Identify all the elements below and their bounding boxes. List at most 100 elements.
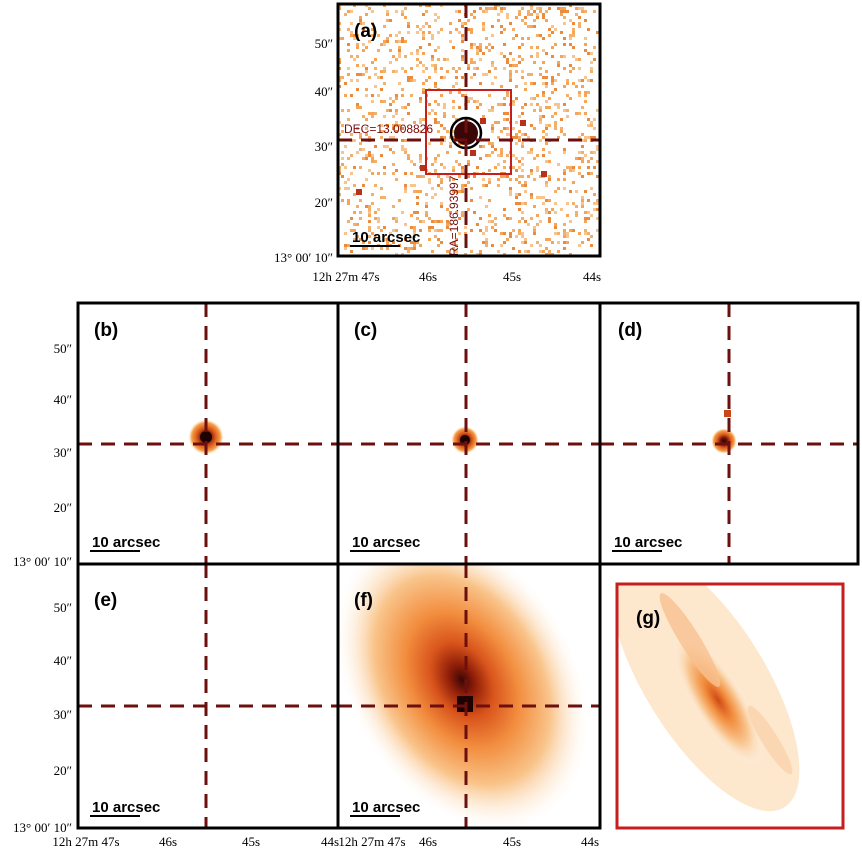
panel-f: (f) 10 arcsec (338, 564, 600, 828)
noise-pixel (428, 181, 431, 184)
noise-pixel (467, 67, 470, 70)
noise-pixel (461, 34, 464, 37)
noise-pixel (503, 166, 506, 169)
noise-pixel (548, 238, 551, 241)
noise-pixel (380, 130, 383, 133)
noise-pixel (515, 85, 518, 88)
noise-pixel (434, 82, 437, 85)
noise-pixel (518, 181, 521, 184)
noise-pixel (437, 184, 440, 187)
noise-pixel (461, 25, 464, 28)
noise-pixel (563, 7, 566, 10)
noise-pixel (512, 154, 515, 157)
noise-pixel (404, 184, 407, 187)
noise-pixel (584, 112, 587, 115)
noise-pixel (530, 172, 533, 175)
noise-pixel (518, 61, 521, 64)
noise-pixel (590, 70, 593, 73)
noise-pixel (554, 232, 557, 235)
noise-pixel (554, 121, 557, 124)
noise-pixel (590, 151, 593, 154)
noise-pixel (398, 199, 401, 202)
noise-pixel (398, 124, 401, 127)
noise-pixel (560, 10, 563, 13)
noise-pixel (440, 136, 443, 139)
noise-pixel (584, 76, 587, 79)
noise-pixel (554, 124, 557, 127)
noise-pixel (509, 70, 512, 73)
noise-pixel (482, 145, 485, 148)
noise-pixel (392, 100, 395, 103)
noise-pixel (407, 157, 410, 160)
noise-pixel (587, 166, 590, 169)
panel-a-xtick-44: 44s (583, 269, 601, 284)
noise-pixel (431, 187, 434, 190)
noise-pixel (512, 37, 515, 40)
noise-pixel (557, 106, 560, 109)
noise-pixel (446, 223, 449, 226)
noise-pixel (524, 181, 527, 184)
noise-pixel (455, 244, 458, 247)
noise-pixel (479, 157, 482, 160)
noise-pixel (440, 181, 443, 184)
noise-pixel (515, 97, 518, 100)
noise-pixel (368, 226, 371, 229)
noise-pixel (461, 55, 464, 58)
noise-pixel (473, 16, 476, 19)
noise-pixel (359, 16, 362, 19)
noise-pixel (596, 109, 599, 112)
noise-pixel (497, 136, 500, 139)
noise-pixel (380, 88, 383, 91)
noise-pixel (512, 64, 515, 67)
noise-pixel (353, 34, 356, 37)
noise-pixel (563, 109, 566, 112)
noise-pixel (428, 31, 431, 34)
panel-a-xtick-47: 12h 27m 47s (312, 269, 379, 284)
noise-pixel (362, 241, 365, 244)
noise-pixel (410, 247, 413, 250)
noise-pixel (518, 139, 521, 142)
noise-pixel (356, 235, 359, 238)
noise-pixel (341, 109, 344, 112)
noise-pixel (476, 49, 479, 52)
noise-pixel (572, 202, 575, 205)
row2-y-axis: 13° 00′ 10″ 20″ 30″ 40″ 50″ (13, 600, 72, 835)
noise-pixel (539, 139, 542, 142)
noise-pixel (440, 94, 443, 97)
panel-a-label: (a) (354, 21, 377, 42)
noise-pixel (584, 232, 587, 235)
noise-pixel (545, 133, 548, 136)
noise-pixel (485, 73, 488, 76)
noise-pixel (557, 73, 560, 76)
noise-pixel (371, 172, 374, 175)
noise-pixel (581, 157, 584, 160)
noise-pixel (371, 247, 374, 250)
noise-pixel (347, 28, 350, 31)
noise-pixel (581, 202, 584, 205)
noise-pixel (596, 208, 599, 211)
noise-pixel (344, 232, 347, 235)
noise-pixel (491, 220, 494, 223)
noise-pixel (449, 31, 452, 34)
noise-pixel (371, 112, 374, 115)
noise-pixel (371, 22, 374, 25)
noise-pixel (371, 160, 374, 163)
noise-pixel (440, 124, 443, 127)
noise-pixel (440, 163, 443, 166)
noise-pixel (542, 76, 545, 79)
noise-pixel (563, 172, 566, 175)
noise-pixel (374, 145, 377, 148)
panel-a-x-axis: 12h 27m 47s 46s 45s 44s (312, 269, 601, 284)
noise-pixel (416, 58, 419, 61)
noise-pixel (347, 43, 350, 46)
noise-pixel (566, 109, 569, 112)
noise-pixel (524, 241, 527, 244)
noise-pixel (347, 199, 350, 202)
noise-pixel (392, 127, 395, 130)
noise-pixel (362, 43, 365, 46)
panel-b-source-core (200, 431, 212, 443)
noise-pixel (485, 244, 488, 247)
noise-pixel (503, 28, 506, 31)
noise-pixel (356, 106, 359, 109)
noise-pixel (443, 115, 446, 118)
